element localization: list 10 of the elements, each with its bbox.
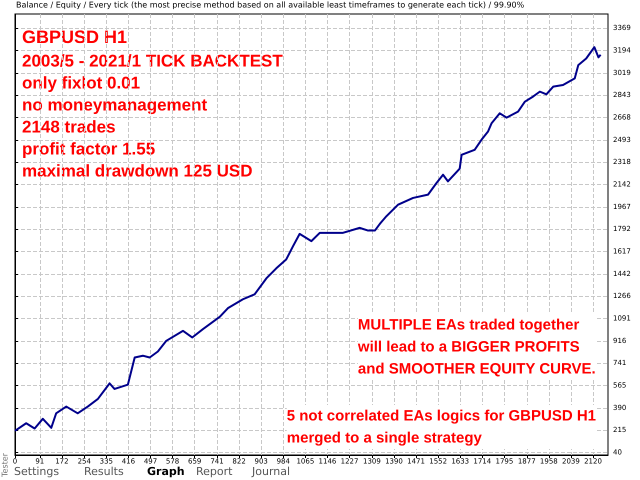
- text: Tester: [0, 452, 10, 478]
- annotation: 5 not correlated EAs logics for GBPUSD H1 merged to a single strategy: [286, 408, 596, 446]
- chart-subtitle: Balance / Equity / Every tick (the most precise method based on all available least timeframes to generate each tick) / 99.90%: [16, 0, 525, 10]
- text: Journal: [251, 465, 290, 478]
- line-series: [14, 46, 602, 432]
- text: Graph: [147, 465, 185, 478]
- annotation: MULTIPLE EAs traded together will lead to a BIGGER PROFITS and SMOOTHER EQUITY CURVE.: [356, 316, 596, 378]
- text: Results: [84, 465, 124, 478]
- text: Settings: [14, 465, 60, 478]
- text: Report: [196, 465, 234, 478]
